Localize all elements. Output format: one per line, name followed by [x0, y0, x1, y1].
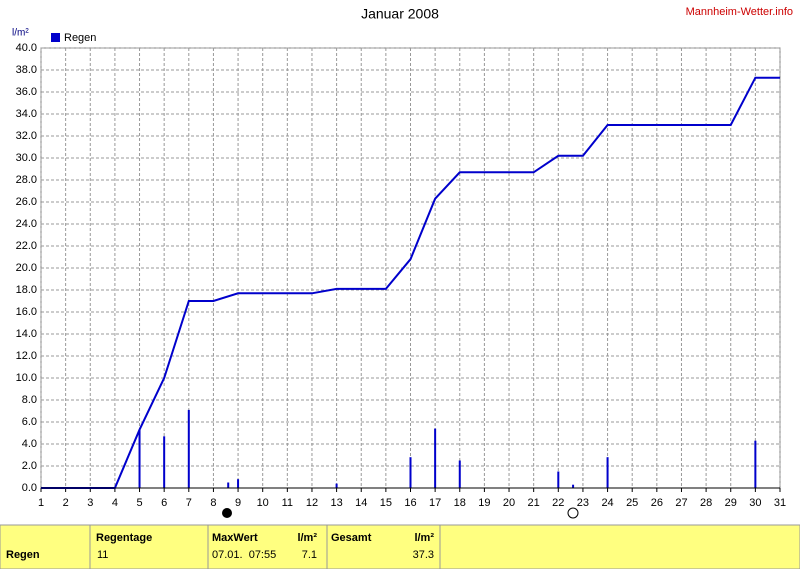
summary-table [0, 524, 800, 569]
x-tick-label: 20 [503, 497, 515, 509]
moon-new [222, 508, 232, 518]
table-cell: 11 [97, 549, 108, 561]
x-tick-label: 23 [577, 497, 589, 509]
y-tick-label: 22.0 [16, 240, 37, 252]
table-header: l/m² [297, 532, 317, 544]
x-tick-label: 29 [725, 497, 737, 509]
x-tick-label: 21 [528, 497, 540, 509]
x-tick-label: 17 [429, 497, 441, 509]
y-tick-label: 20.0 [16, 262, 37, 274]
y-tick-label: 14.0 [16, 328, 37, 340]
x-tick-label: 30 [749, 497, 761, 509]
x-tick-label: 3 [87, 497, 93, 509]
table-cell: 37.3 [413, 549, 434, 561]
table-header: Gesamt [331, 532, 372, 544]
x-tick-label: 19 [478, 497, 490, 509]
x-tick-label: 25 [626, 497, 638, 509]
y-tick-label: 0.0 [22, 482, 37, 494]
table-header: MaxWert [212, 532, 258, 544]
bar [458, 460, 461, 488]
bar [237, 479, 240, 488]
table-cell: 7.1 [302, 549, 317, 561]
x-tick-label: 22 [552, 497, 564, 509]
y-tick-label: 28.0 [16, 174, 37, 186]
y-tick-label: 10.0 [16, 372, 37, 384]
y-tick-label: 12.0 [16, 350, 37, 362]
y-tick-label: 26.0 [16, 196, 37, 208]
moon-full [567, 507, 579, 519]
x-tick-label: 8 [210, 497, 216, 509]
x-tick-label: 14 [355, 497, 367, 509]
x-tick-label: 18 [454, 497, 466, 509]
bar [606, 457, 609, 488]
x-tick-label: 27 [675, 497, 687, 509]
bar [557, 471, 560, 488]
y-axis-label: l/m² [12, 28, 29, 39]
x-tick-label: 6 [161, 497, 167, 509]
x-tick-label: 26 [651, 497, 663, 509]
bar [335, 483, 338, 488]
x-tick-label: 1 [38, 497, 44, 509]
x-tick-label: 4 [112, 497, 118, 509]
bar [138, 429, 141, 488]
x-tick-label: 16 [404, 497, 416, 509]
y-tick-label: 34.0 [16, 108, 37, 120]
bar [754, 440, 757, 488]
y-tick-label: 24.0 [16, 218, 37, 230]
x-tick-label: 13 [330, 497, 342, 509]
bar [227, 482, 230, 488]
table-row-label: Regen [6, 549, 40, 561]
legend-swatch [51, 33, 60, 42]
table-cell: 07.01. 07:55 [212, 549, 276, 561]
y-tick-label: 16.0 [16, 306, 37, 318]
chart-title: Januar 2008 [361, 6, 439, 22]
line [41, 76, 780, 489]
y-tick-label: 30.0 [16, 152, 37, 164]
x-tick-label: 28 [700, 497, 712, 509]
x-tick-label: 12 [306, 497, 318, 509]
table-header: Regentage [96, 532, 152, 544]
bar [409, 457, 412, 488]
x-tick-label: 7 [186, 497, 192, 509]
y-tick-label: 36.0 [16, 86, 37, 98]
bar [434, 428, 437, 488]
table-header: l/m² [414, 532, 434, 544]
y-tick-label: 4.0 [22, 438, 37, 450]
x-tick-label: 31 [774, 497, 786, 509]
y-tick-label: 6.0 [22, 416, 37, 428]
bar [572, 484, 575, 488]
y-tick-label: 38.0 [16, 64, 37, 76]
bar [163, 436, 166, 488]
x-tick-label: 9 [235, 497, 241, 509]
legend-label: Regen [64, 32, 96, 44]
source: Mannheim-Wetter.info [686, 6, 793, 18]
y-tick-label: 2.0 [22, 460, 37, 472]
y-tick-label: 8.0 [22, 394, 37, 406]
x-tick-label: 10 [257, 497, 269, 509]
bar [187, 409, 190, 488]
x-tick-label: 2 [63, 497, 69, 509]
y-tick-label: 40.0 [16, 42, 37, 54]
y-tick-label: 18.0 [16, 284, 37, 296]
x-tick-label: 5 [136, 497, 142, 509]
x-tick-label: 11 [282, 497, 293, 509]
x-tick-label: 15 [380, 497, 392, 509]
table-lines [89, 525, 441, 569]
x-tick-label: 24 [601, 497, 613, 509]
y-tick-label: 32.0 [16, 130, 37, 142]
